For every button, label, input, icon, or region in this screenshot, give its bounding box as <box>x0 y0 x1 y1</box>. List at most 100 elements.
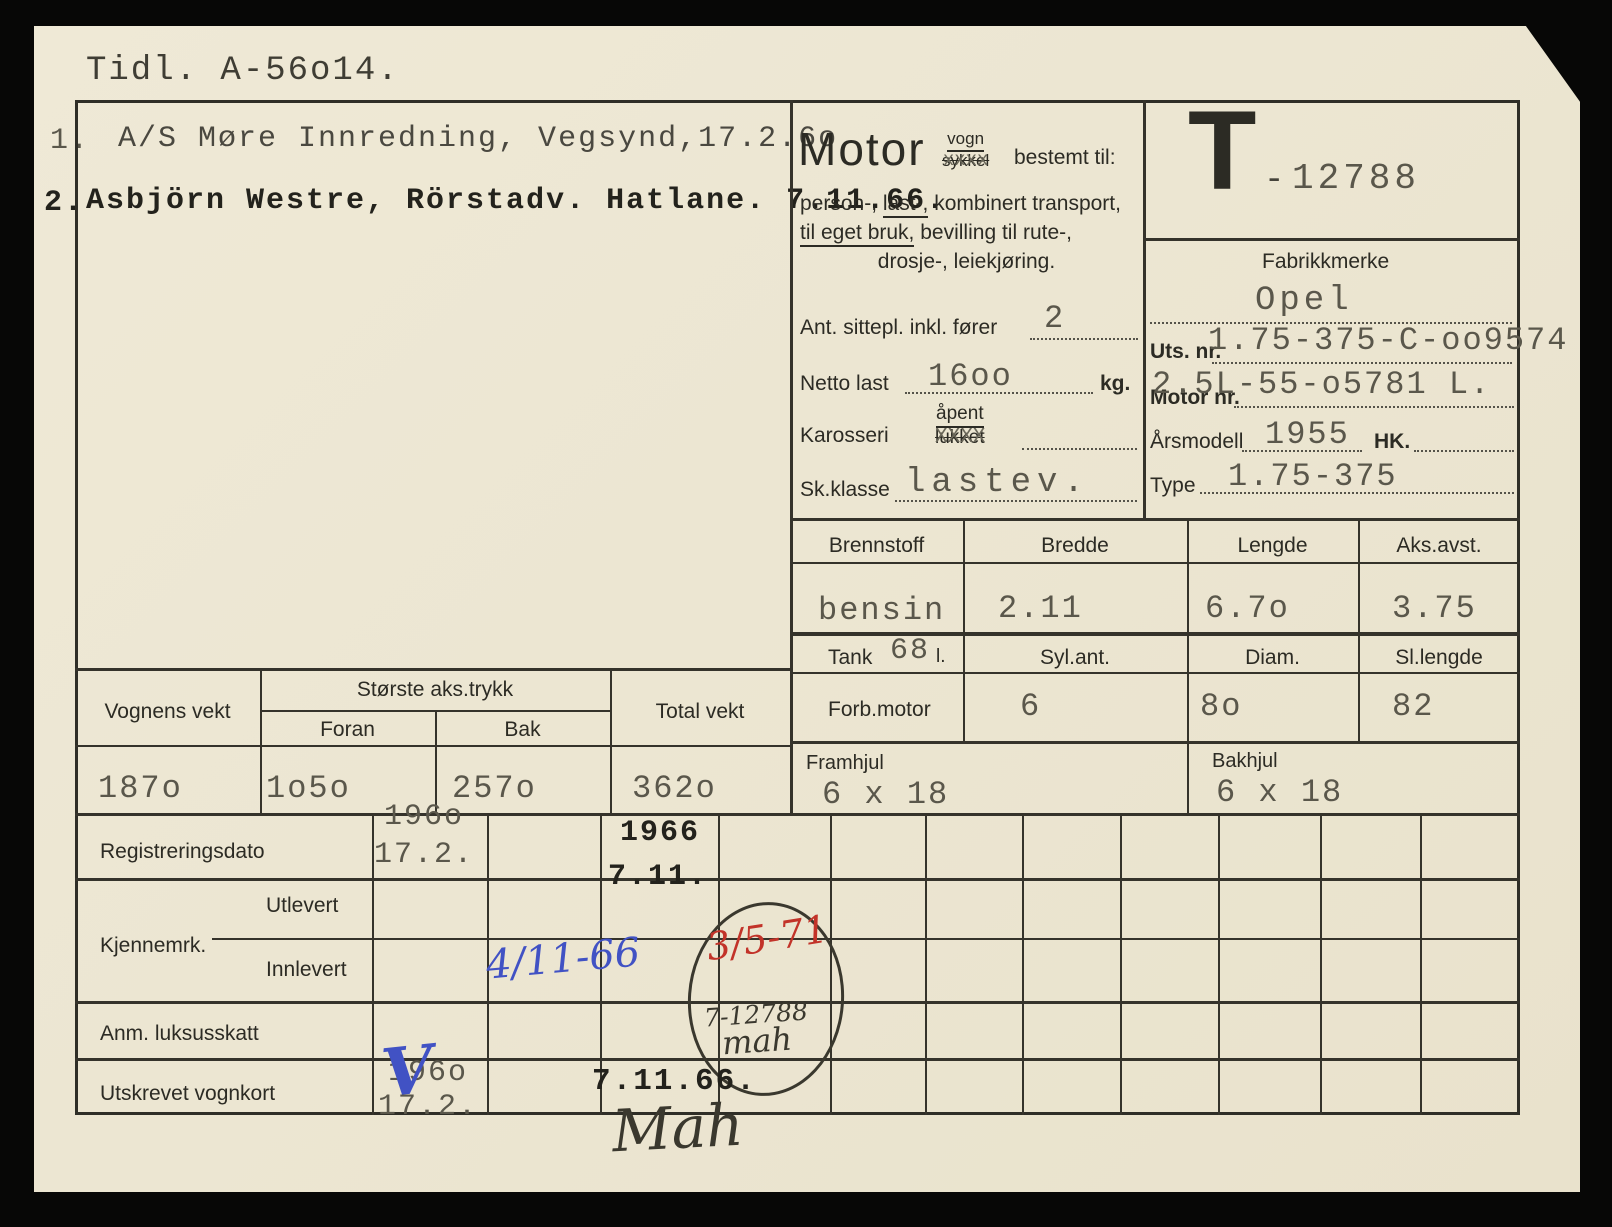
divider <box>1358 518 1360 743</box>
divider <box>1143 238 1520 241</box>
innlevert-label: Innlevert <box>266 958 347 981</box>
forb-sllengde-value: 82 <box>1392 688 1435 725</box>
forb-motor-label: Forb.motor <box>828 698 931 721</box>
registration-letter: T <box>1188 88 1257 213</box>
vognkort-1960-date: 17.2. <box>378 1090 479 1124</box>
registration-card <box>34 26 1580 1192</box>
form-border <box>75 100 1520 1115</box>
sylant-label: Syl.ant. <box>1039 646 1111 669</box>
divider <box>1218 813 1220 1115</box>
dotted-line <box>1212 362 1512 364</box>
vogn-option: vogn <box>947 129 985 152</box>
divider <box>75 745 790 747</box>
tank-value: 68 <box>890 634 931 668</box>
bak-label: Bak <box>504 718 541 741</box>
tank-unit: l. <box>936 646 946 667</box>
registreringsdato-label: Registreringsdato <box>100 840 265 863</box>
luksusskatt-label: Anm. luksusskatt <box>100 1022 259 1045</box>
vognkort-1960-year: 196o <box>388 1056 469 1090</box>
last-underlined: last-, <box>882 192 929 218</box>
spec-header-lengde: Lengde <box>1237 534 1308 557</box>
divider <box>487 813 489 1115</box>
bestemt-til-label: bestemt til: <box>1014 146 1116 169</box>
motor-nr-value: 2.5L-55-o5781 L. <box>1152 366 1492 403</box>
type-label: Type <box>1150 474 1196 497</box>
hk-label: HK. <box>1374 430 1411 453</box>
divider <box>1420 813 1422 1115</box>
spec-value-bredde: 2.11 <box>998 590 1083 627</box>
transport-line-1: person-, last-, kombinert transport, <box>800 192 1121 218</box>
kjennemrk-label: Kjennemrk. <box>100 934 207 957</box>
transport-line-3: drosje-, leiekjøring. <box>877 250 1056 273</box>
dotted-line <box>1242 450 1362 452</box>
circle-initials: mah <box>720 1019 794 1063</box>
skklasse-value: lastev. <box>905 464 1090 502</box>
vognkort-1966-date: 7.11.66. <box>592 1064 757 1099</box>
divider <box>75 813 1520 816</box>
vogn-sykkel-choice: vogn sykkel xxxx <box>942 129 989 171</box>
forb-diam-value: 8o <box>1200 688 1243 725</box>
dotted-line <box>905 392 1093 394</box>
divider <box>1120 813 1122 1115</box>
lukket-option-struck: lukket XXXX <box>935 425 986 449</box>
netto-last-label: Netto last <box>800 372 889 395</box>
fabrikkmerke-label: Fabrikkmerke <box>1262 250 1390 273</box>
spec-header-brennstoff: Brennstoff <box>828 534 925 557</box>
diam-label: Diam. <box>1245 646 1300 669</box>
reg-1966-date: 7.11. <box>608 860 709 894</box>
uts-nr-value: 1.75-375-C-oo9574 <box>1208 322 1569 359</box>
spec-header-bredde: Bredde <box>1041 534 1109 557</box>
dotted-line <box>1022 448 1137 450</box>
uts-nr-label: Uts. nr. <box>1150 340 1222 363</box>
registration-dash: - <box>1264 162 1287 200</box>
dotted-line <box>1234 406 1514 408</box>
vognens-vekt-label: Vognens vekt <box>104 700 231 723</box>
forb-sylant-value: 6 <box>1020 688 1042 725</box>
sllengde-label: Sl.lengde <box>1395 646 1483 669</box>
registration-number: 12788 <box>1292 158 1421 199</box>
divider <box>610 668 612 815</box>
tank-label: Tank <box>828 646 873 669</box>
divider <box>1320 813 1322 1115</box>
karosseri-label: Karosseri <box>800 424 889 447</box>
reg-1966-year: 1966 <box>620 816 701 850</box>
type-value: 1.75-375 <box>1228 458 1398 495</box>
divider <box>1187 518 1189 815</box>
eget-bruk-underlined: til eget bruk, <box>800 221 915 247</box>
seats-label: Ant. sittepl. inkl. fører <box>800 316 998 339</box>
netto-last-value: 16oo <box>928 358 1013 395</box>
divider <box>1022 813 1024 1115</box>
typed-strike-xxxx: XXXX <box>935 425 986 449</box>
divider <box>925 813 927 1115</box>
owner-line-2: Asbjörn Westre, Rörstadv. Hatlane. 7.11.… <box>86 184 947 218</box>
dotted-line <box>1414 450 1514 452</box>
utskrevet-vognkort-label: Utskrevet vognkort <box>100 1082 276 1105</box>
dotted-line <box>895 500 1137 502</box>
motor-title: Motor <box>798 123 926 175</box>
divider <box>75 878 1520 881</box>
reg-1960-date: 17.2. <box>374 838 475 872</box>
total-vekt-label: Total vekt <box>655 700 745 723</box>
transport-line-2: til eget bruk, bevilling til rute-, <box>800 221 1072 247</box>
divider <box>260 710 610 712</box>
previous-registration-number: Tidl. A-56o14. <box>86 52 400 90</box>
foran-label: Foran <box>320 718 375 741</box>
divider <box>212 938 1520 940</box>
spec-value-lengde: 6.7o <box>1205 590 1290 627</box>
arsmodell-value: 1955 <box>1265 416 1350 453</box>
spec-header-aksavst: Aks.avst. <box>1396 534 1482 557</box>
divider <box>1143 100 1146 520</box>
typed-strike-xxxx: xxxx <box>942 148 989 171</box>
divider <box>790 518 1520 521</box>
divider <box>718 813 720 1115</box>
divider <box>75 668 790 671</box>
divider <box>260 668 262 815</box>
divider <box>790 562 1520 564</box>
motor-nr-label: Motor nr. <box>1150 386 1240 409</box>
divider <box>830 813 832 1115</box>
storste-akstrykk-label: Største aks.trykk <box>356 678 514 701</box>
vognens-vekt-value: 187o <box>98 770 183 807</box>
reg-1960-year: 196o <box>384 800 465 834</box>
bakhjul-value: 6 x 18 <box>1216 774 1344 811</box>
divider <box>963 518 965 743</box>
